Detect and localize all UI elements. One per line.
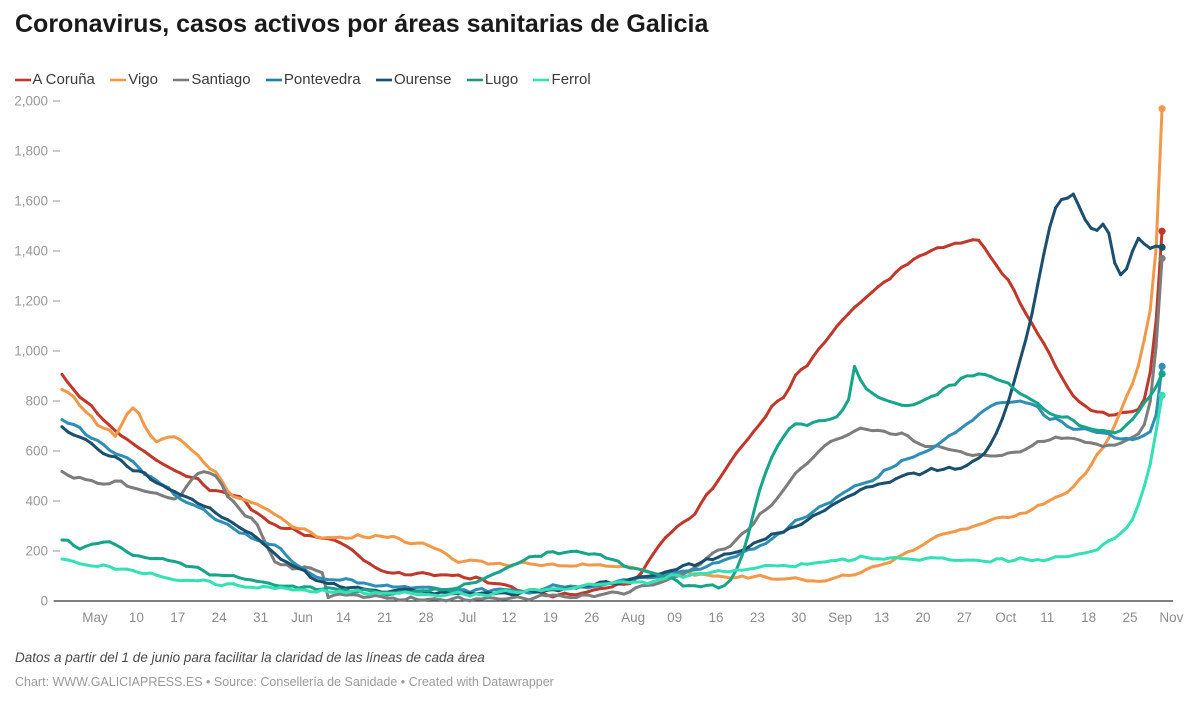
- svg-text:800: 800: [25, 394, 48, 409]
- svg-text:Nov: Nov: [1159, 610, 1183, 625]
- svg-text:Jul: Jul: [459, 610, 476, 625]
- svg-text:10: 10: [129, 610, 144, 625]
- svg-text:19: 19: [543, 610, 558, 625]
- svg-text:30: 30: [791, 610, 806, 625]
- svg-text:200: 200: [25, 544, 48, 559]
- svg-text:20: 20: [915, 610, 930, 625]
- svg-text:600: 600: [25, 444, 48, 459]
- svg-text:1,400: 1,400: [14, 244, 48, 259]
- svg-text:24: 24: [212, 610, 228, 625]
- svg-text:14: 14: [336, 610, 352, 625]
- svg-text:31: 31: [253, 610, 268, 625]
- svg-text:1,600: 1,600: [14, 194, 48, 209]
- svg-text:Aug: Aug: [621, 610, 645, 625]
- svg-text:26: 26: [584, 610, 599, 625]
- svg-text:1,200: 1,200: [14, 294, 48, 309]
- svg-text:28: 28: [419, 610, 434, 625]
- svg-text:May: May: [82, 610, 108, 625]
- svg-text:09: 09: [667, 610, 682, 625]
- svg-text:0: 0: [40, 594, 48, 609]
- svg-text:400: 400: [25, 494, 48, 509]
- svg-text:17: 17: [170, 610, 185, 625]
- svg-text:11: 11: [1040, 610, 1054, 625]
- svg-text:1,000: 1,000: [14, 344, 48, 359]
- svg-text:18: 18: [1081, 610, 1096, 625]
- svg-text:23: 23: [750, 610, 765, 625]
- svg-text:12: 12: [501, 610, 516, 625]
- svg-text:Sep: Sep: [828, 610, 852, 625]
- svg-text:13: 13: [874, 610, 889, 625]
- svg-text:Oct: Oct: [995, 610, 1016, 625]
- svg-text:Jun: Jun: [291, 610, 313, 625]
- svg-text:1,800: 1,800: [14, 144, 48, 159]
- svg-text:27: 27: [957, 610, 972, 625]
- svg-text:16: 16: [708, 610, 723, 625]
- svg-text:25: 25: [1122, 610, 1137, 625]
- svg-text:2,000: 2,000: [14, 94, 48, 109]
- svg-text:21: 21: [377, 610, 392, 625]
